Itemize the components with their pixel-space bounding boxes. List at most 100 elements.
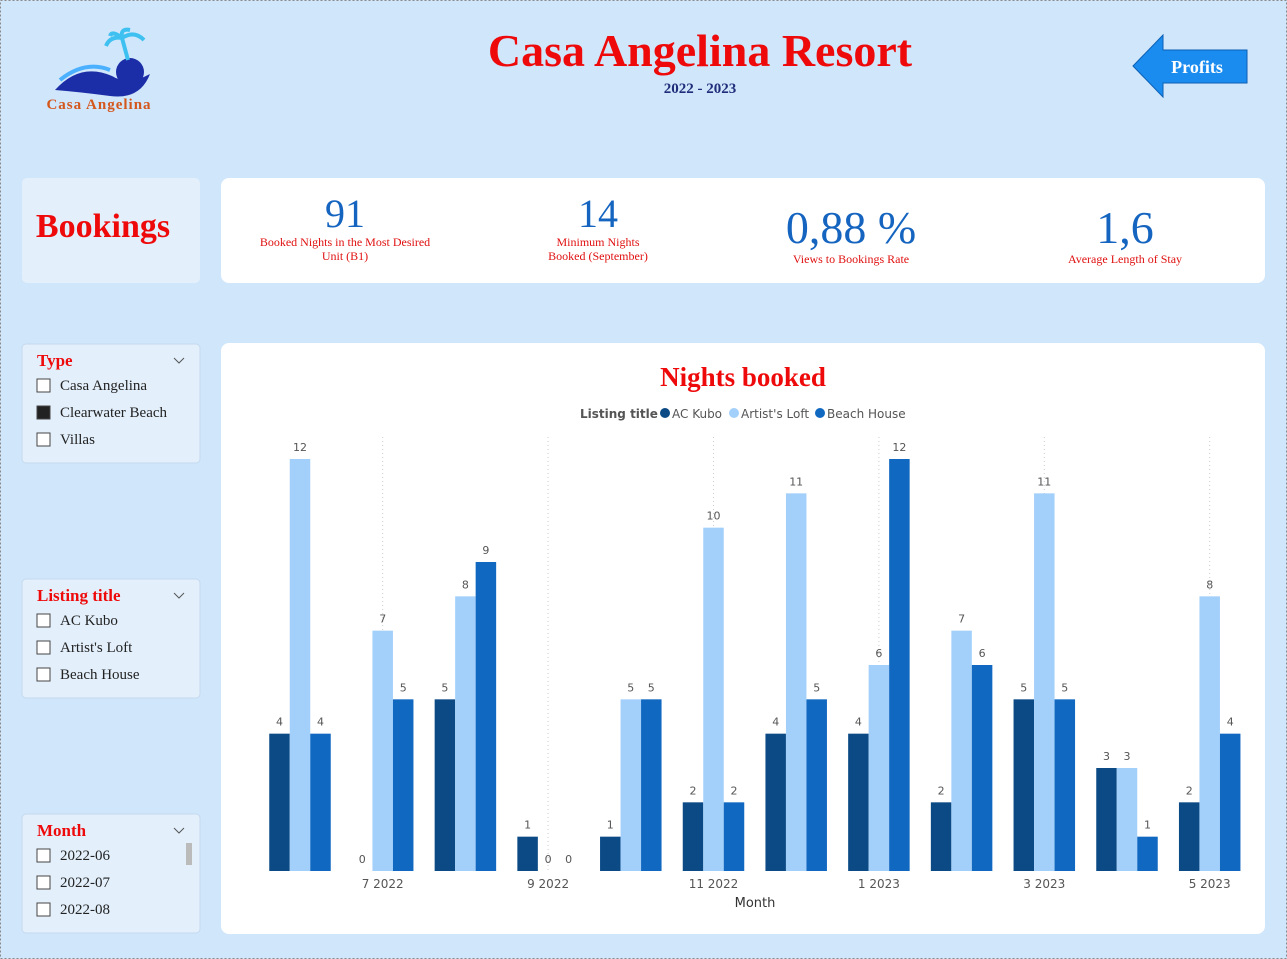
legend-marker	[660, 408, 670, 418]
bar[interactable]	[289, 459, 311, 871]
kpi-label: Booked Nights in the Most Desired Unit (B…	[260, 235, 430, 263]
slicer-item[interactable]: AC Kubo	[60, 613, 118, 629]
slicer-item[interactable]: Clearwater Beach	[60, 405, 168, 421]
data-label: 2	[938, 784, 945, 797]
bar[interactable]	[600, 836, 621, 871]
legend-label: AC Kubo	[672, 407, 722, 421]
bar[interactable]	[1199, 596, 1220, 871]
bar[interactable]	[765, 733, 786, 871]
data-label: 2	[690, 784, 697, 797]
slicer	[21, 343, 201, 464]
slicer-item[interactable]: 2022-08	[60, 902, 110, 918]
bar[interactable]	[682, 802, 704, 871]
page-label: Bookings	[36, 208, 170, 245]
scrollbar	[186, 843, 192, 865]
checkbox[interactable]	[36, 875, 51, 890]
checkbox[interactable]	[36, 613, 51, 628]
slicer-chevron[interactable]	[173, 827, 185, 834]
bar[interactable]	[641, 699, 662, 871]
kpi-label: Views to Bookings Rate	[793, 252, 909, 266]
chart: Nights booked Listing title AC Kubo Artist'…	[269, 362, 1241, 911]
kpi-label: Minimum Nights Booked (September)	[548, 235, 648, 263]
data-label: 4	[317, 716, 324, 729]
bar[interactable]	[372, 630, 393, 871]
slicer-item[interactable]: 2022-07	[60, 875, 110, 891]
data-label: 0	[565, 853, 572, 866]
data-label: 5	[441, 681, 448, 694]
checkbox[interactable]	[36, 848, 51, 863]
bar[interactable]	[269, 733, 290, 871]
data-label: 6	[875, 647, 882, 660]
bar[interactable]	[1178, 802, 1200, 871]
slicer-chevron[interactable]	[173, 592, 185, 599]
slicer-chevron[interactable]	[173, 357, 185, 364]
profits-button[interactable]: Profits	[1132, 33, 1248, 99]
slicer-item[interactable]: Casa Angelina	[60, 378, 147, 394]
checkbox[interactable]	[36, 378, 51, 393]
checkbox[interactable]	[36, 405, 51, 420]
bar[interactable]	[785, 493, 807, 871]
x-tick-label: 5 2023	[1189, 877, 1231, 891]
logo-text: Casa Angelina	[46, 97, 151, 113]
bar[interactable]	[868, 665, 890, 871]
bar[interactable]	[310, 733, 331, 871]
data-label: 7	[958, 613, 965, 626]
bar[interactable]	[971, 665, 993, 871]
bar[interactable]	[392, 699, 414, 871]
bar[interactable]	[434, 699, 456, 871]
checkbox[interactable]	[36, 667, 51, 682]
slicer-item[interactable]: Beach House	[60, 667, 140, 683]
bar[interactable]	[951, 630, 972, 871]
bar[interactable]	[1116, 768, 1138, 871]
x-tick-label: 11 2022	[689, 877, 739, 891]
bar[interactable]	[703, 527, 724, 871]
data-label: 3	[1124, 750, 1131, 763]
data-label: 2	[1186, 784, 1193, 797]
checkbox[interactable]	[36, 640, 51, 655]
legend-title: Listing title	[580, 407, 658, 421]
data-label: 3	[1103, 750, 1110, 763]
data-label: 4	[772, 716, 779, 729]
bar[interactable]	[1034, 493, 1055, 871]
bar[interactable]	[930, 802, 952, 871]
bar[interactable]	[1054, 699, 1076, 871]
data-label: 5	[1061, 681, 1068, 694]
data-label: 1	[607, 819, 614, 832]
x-tick-label: 7 2022	[362, 877, 404, 891]
bar[interactable]	[1096, 768, 1117, 871]
bar[interactable]	[806, 699, 827, 871]
bar[interactable]	[1137, 836, 1158, 871]
checkbox[interactable]	[36, 432, 51, 447]
x-tick-label: 3 2023	[1023, 877, 1065, 891]
bar[interactable]	[889, 459, 910, 871]
bar[interactable]	[517, 836, 538, 871]
data-label: 9	[482, 544, 489, 557]
kpi-value: 1,6	[1096, 202, 1154, 253]
data-label: 8	[462, 578, 469, 591]
bar[interactable]	[848, 733, 869, 871]
bar[interactable]	[1219, 733, 1241, 871]
data-label: 2	[731, 784, 738, 797]
bar[interactable]	[620, 699, 642, 871]
data-label: 5	[400, 681, 407, 694]
legend-marker	[815, 408, 825, 418]
slicer-title: Listing title	[37, 586, 121, 605]
data-label: 8	[1206, 578, 1213, 591]
bar[interactable]	[455, 596, 476, 871]
checkbox[interactable]	[36, 902, 51, 917]
slicer-item[interactable]: Artist's Loft	[60, 640, 133, 656]
bar[interactable]	[723, 802, 745, 871]
bar[interactable]	[475, 562, 497, 871]
data-label: 5	[627, 681, 634, 694]
slicer-title: Month	[37, 821, 87, 840]
page-label-box	[22, 178, 200, 283]
bar[interactable]	[1013, 699, 1035, 871]
data-label: 1	[524, 819, 531, 832]
slicer-item[interactable]: Villas	[60, 432, 95, 448]
button-label[interactable]: Profits	[1171, 57, 1223, 77]
logo: Casa Angelina	[46, 27, 151, 113]
slicer-item[interactable]: 2022-06	[60, 848, 110, 864]
data-label: 4	[855, 716, 862, 729]
